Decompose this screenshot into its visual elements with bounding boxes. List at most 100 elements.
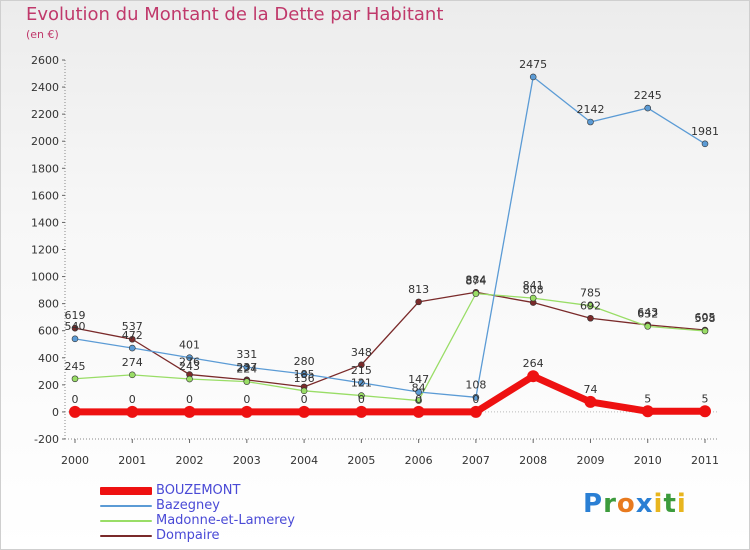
data-point-madonne-et-lamerey bbox=[472, 290, 480, 297]
data-point-madonne-et-lamerey bbox=[128, 371, 136, 379]
data-label-madonne-et-lamerey: 243 bbox=[179, 360, 200, 373]
y-tick-label: 0 bbox=[52, 406, 59, 419]
logo-letter: o bbox=[616, 489, 636, 519]
data-label-bouzemont: 74 bbox=[583, 383, 597, 396]
data-label-bazegney: 1981 bbox=[691, 125, 719, 138]
data-point-madonne-et-lamerey bbox=[644, 323, 652, 330]
x-tick-label: 2001 bbox=[118, 454, 146, 467]
data-label-bazegney: 108 bbox=[465, 378, 486, 391]
series-line-madonne-et-lamerey bbox=[74, 292, 706, 402]
data-label-dompaire: 605 bbox=[695, 311, 716, 324]
data-point-bouzemont bbox=[298, 405, 311, 418]
legend-label-madonne-et-lamerey: Madonne-et-Lamerey bbox=[156, 513, 295, 528]
y-tick-label: 1200 bbox=[31, 244, 59, 257]
data-point-bazegney bbox=[644, 104, 652, 112]
legend-swatch-madonne-et-lamerey bbox=[100, 520, 152, 522]
data-label-madonne-et-lamerey: 245 bbox=[65, 360, 86, 373]
data-label-bouzemont: 0 bbox=[243, 393, 250, 406]
data-point-bazegney bbox=[415, 388, 422, 396]
data-point-bazegney bbox=[472, 394, 480, 401]
x-tick-label: 2006 bbox=[405, 454, 433, 467]
data-label-dompaire: 692 bbox=[580, 299, 601, 312]
series-line-bouzemont bbox=[71, 372, 709, 416]
data-label-bazegney: 331 bbox=[236, 348, 257, 361]
legend-label-dompaire: Dompaire bbox=[156, 528, 220, 543]
data-point-bazegney bbox=[128, 344, 136, 352]
data-label-dompaire: 185 bbox=[294, 368, 315, 381]
data-label-bouzemont: 0 bbox=[72, 393, 79, 406]
data-label-madonne-et-lamerey: 632 bbox=[637, 307, 658, 320]
data-label-bazegney: 540 bbox=[65, 320, 86, 333]
data-point-madonne-et-lamerey bbox=[358, 392, 365, 399]
data-label-madonne-et-lamerey: 274 bbox=[122, 356, 143, 369]
data-point-bouzemont bbox=[699, 405, 711, 418]
data-label-madonne-et-lamerey: 598 bbox=[695, 312, 716, 325]
data-point-bouzemont bbox=[584, 395, 597, 408]
legend-label-bazegney: Bazegney bbox=[156, 498, 220, 513]
y-tick-label: 1400 bbox=[31, 216, 59, 229]
y-tick-label: 2000 bbox=[31, 135, 59, 148]
data-point-dompaire bbox=[128, 335, 136, 343]
data-point-bazegney bbox=[71, 335, 79, 343]
data-point-madonne-et-lamerey bbox=[71, 375, 79, 383]
data-point-bazegney bbox=[529, 73, 537, 81]
logo-letter: x bbox=[635, 489, 654, 519]
y-tick-label: 1800 bbox=[31, 162, 59, 175]
data-point-madonne-et-lamerey bbox=[243, 378, 251, 385]
data-point-dompaire bbox=[71, 324, 79, 332]
x-tick-label: 2004 bbox=[290, 454, 318, 467]
x-tick-label: 2000 bbox=[61, 454, 89, 467]
data-label-bazegney: 2245 bbox=[634, 89, 662, 102]
data-point-madonne-et-lamerey bbox=[300, 387, 308, 395]
x-tick-label: 2008 bbox=[519, 454, 547, 467]
data-point-bazegney bbox=[300, 370, 308, 378]
data-point-bouzemont bbox=[469, 405, 482, 418]
data-point-madonne-et-lamerey bbox=[529, 294, 537, 302]
x-tick-label: 2005 bbox=[347, 454, 375, 467]
data-label-dompaire: 643 bbox=[637, 306, 658, 319]
data-label-dompaire: 884 bbox=[465, 273, 486, 286]
x-tick-label: 2010 bbox=[634, 454, 662, 467]
data-label-bouzemont: 264 bbox=[523, 357, 544, 370]
data-point-madonne-et-lamerey bbox=[186, 375, 193, 383]
y-tick-label: 800 bbox=[38, 298, 59, 311]
data-point-bouzemont bbox=[355, 405, 368, 418]
data-label-bouzemont: 0 bbox=[129, 393, 136, 406]
x-tick-label: 2003 bbox=[233, 454, 261, 467]
data-point-bazegney bbox=[358, 379, 365, 387]
logo-letter: i bbox=[676, 489, 687, 519]
data-label-dompaire: 537 bbox=[122, 320, 143, 333]
legend-label-bouzemont: BOUZEMONT bbox=[156, 483, 241, 498]
data-point-dompaire bbox=[587, 314, 594, 322]
data-point-madonne-et-lamerey bbox=[587, 302, 594, 309]
logo-letter: t bbox=[663, 489, 677, 519]
data-label-bouzemont: 0 bbox=[415, 393, 422, 406]
logo-letter: i bbox=[653, 489, 664, 519]
logo-letter: P bbox=[583, 489, 604, 519]
data-point-dompaire bbox=[358, 361, 365, 369]
data-label-dompaire: 348 bbox=[351, 346, 372, 359]
legend-swatch-bouzemont bbox=[100, 487, 152, 495]
y-tick-label: 2600 bbox=[31, 54, 59, 67]
data-point-bazegney bbox=[701, 140, 709, 148]
data-label-bouzemont: 0 bbox=[472, 393, 479, 406]
data-point-bouzemont bbox=[412, 405, 425, 418]
data-label-bazegney: 2142 bbox=[576, 103, 604, 116]
data-point-madonne-et-lamerey bbox=[415, 397, 422, 404]
data-point-bouzemont bbox=[240, 405, 253, 418]
data-label-dompaire: 237 bbox=[236, 361, 257, 374]
data-label-dompaire: 276 bbox=[179, 356, 200, 369]
proxiti-logo: Proxiti bbox=[583, 489, 687, 519]
data-label-bouzemont: 5 bbox=[644, 392, 651, 405]
data-label-madonne-et-lamerey: 874 bbox=[465, 275, 486, 288]
line-chart: -200020040060080010001200140016001800200… bbox=[31, 54, 719, 467]
y-tick-label: 1000 bbox=[31, 271, 59, 284]
data-point-bouzemont bbox=[641, 405, 654, 418]
data-label-dompaire: 619 bbox=[65, 309, 86, 322]
data-label-dompaire: 808 bbox=[523, 284, 544, 297]
data-label-madonne-et-lamerey: 121 bbox=[351, 377, 372, 390]
y-tick-label: 1600 bbox=[31, 189, 59, 202]
data-label-madonne-et-lamerey: 785 bbox=[580, 287, 601, 300]
data-point-dompaire bbox=[415, 298, 422, 306]
